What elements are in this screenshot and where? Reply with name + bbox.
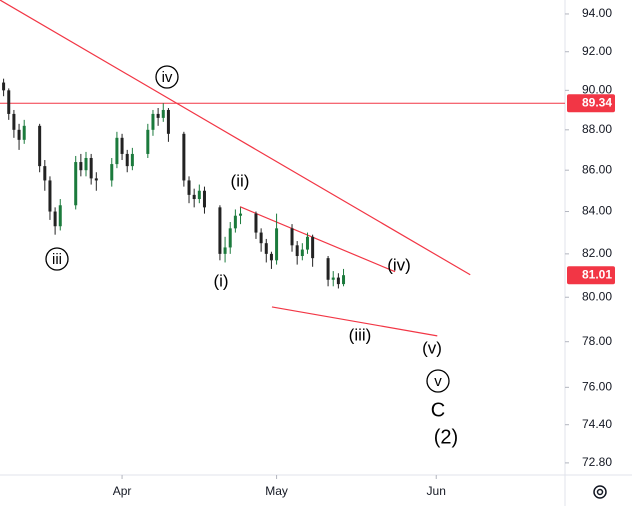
wave-label: (2): [434, 426, 458, 448]
last-price-tag-box: [567, 266, 615, 285]
candle-body: [43, 166, 47, 181]
candle-body: [22, 125, 26, 140]
candle-body: [74, 162, 78, 206]
candle-body: [7, 90, 11, 114]
candle-body: [269, 253, 273, 261]
candle-body: [218, 207, 222, 254]
candle-body: [2, 82, 6, 91]
candle-body: [290, 228, 294, 246]
wave-label: iv: [162, 69, 173, 86]
candle-body: [53, 211, 57, 227]
candle-body: [12, 113, 16, 130]
wave-circle: [45, 247, 69, 271]
candle-body: [228, 228, 232, 248]
wave-label: (i): [213, 271, 228, 290]
hline-price-tag: 89.34: [582, 95, 612, 109]
x-tick-label: Jun: [427, 484, 446, 498]
candle-body: [331, 277, 335, 280]
candle-body: [89, 157, 93, 179]
y-tick-label: 86.00: [582, 162, 612, 176]
candle-body: [202, 190, 206, 208]
candle-body: [58, 205, 62, 227]
candle-body: [125, 153, 129, 167]
candle-body: [182, 133, 186, 181]
candle-body: [84, 157, 88, 171]
y-tick-label: 82.00: [582, 246, 612, 260]
candle-body: [130, 153, 134, 167]
settings-icon[interactable]: [593, 485, 607, 499]
trendline: [239, 206, 396, 273]
candle-body: [275, 228, 279, 261]
candle-body: [305, 236, 309, 250]
candle-body: [326, 258, 330, 280]
wave-label: (ii): [231, 171, 250, 190]
wave-circle: [155, 65, 179, 89]
last-price-tag: 81.01: [582, 267, 612, 281]
candle-body: [110, 164, 114, 181]
candle-body: [300, 249, 304, 257]
y-tick-label: 78.00: [582, 334, 612, 348]
candle-body: [342, 275, 346, 285]
candle-body: [166, 109, 170, 134]
candle-body: [115, 137, 119, 165]
candle-body: [197, 190, 201, 200]
y-tick-label: 80.00: [582, 289, 612, 303]
y-tick-label: 88.00: [582, 122, 612, 136]
candle-body: [38, 125, 42, 167]
candle-body: [48, 180, 52, 212]
y-tick-label: 76.00: [582, 380, 612, 394]
trendline: [271, 306, 438, 337]
wave-label: (iv): [387, 255, 411, 274]
y-tick-label: 84.00: [582, 204, 612, 218]
wave-label: iii: [52, 251, 62, 268]
candle-body: [151, 113, 155, 130]
trendline: [0, 0, 471, 276]
candle-body: [146, 129, 150, 154]
gear-inner: [596, 488, 604, 496]
candle-body: [311, 236, 315, 259]
x-tick-label: Apr: [113, 484, 132, 498]
candle-body: [192, 194, 196, 200]
wave-label: v: [434, 373, 442, 390]
candle-body: [187, 180, 191, 195]
x-tick-label: May: [265, 484, 288, 498]
wave-label: (v): [422, 338, 442, 357]
plot-area: [0, 0, 565, 337]
candle-body: [161, 109, 165, 118]
hline-price-tag-box: [567, 94, 615, 113]
candle-body: [295, 245, 299, 257]
candle-body: [223, 247, 227, 254]
y-tick-label: 72.80: [582, 455, 612, 469]
candle-body: [79, 162, 83, 171]
wave-label: C: [431, 399, 445, 421]
y-tick-label: 94.00: [582, 6, 612, 20]
candle-body: [264, 243, 268, 254]
gear-outer: [593, 485, 607, 499]
candle-body: [17, 129, 21, 140]
y-tick-label: 74.40: [582, 417, 612, 431]
candle-body: [259, 232, 263, 244]
candle-body: [336, 277, 340, 285]
y-tick-label: 92.00: [582, 44, 612, 58]
wave-label: (iii): [349, 325, 372, 344]
wave-circle: [426, 369, 450, 393]
y-tick-label: 90.00: [582, 83, 612, 97]
candle-body: [94, 178, 98, 181]
candle-body: [120, 137, 124, 154]
candle-body: [156, 113, 160, 118]
candle-body: [233, 215, 237, 229]
candle-body: [254, 213, 258, 233]
candle-body: [239, 213, 243, 216]
